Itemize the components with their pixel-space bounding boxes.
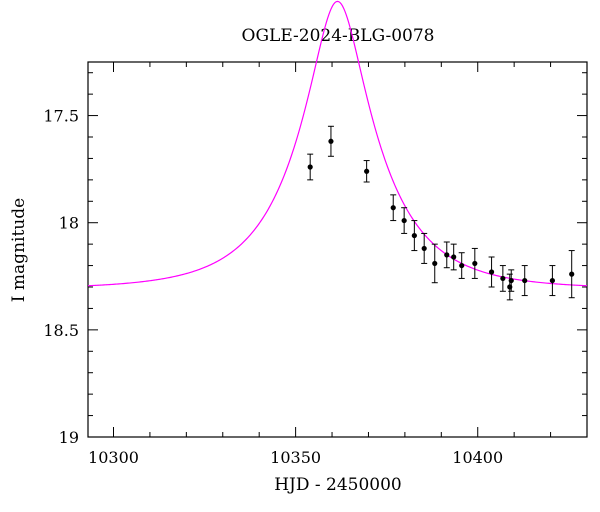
data-point [508,269,515,292]
x-tick-label: 10300 [88,448,139,467]
x-tick-label: 10350 [270,448,321,467]
point-marker [307,164,313,170]
y-tick-label: 18.5 [43,321,79,340]
data-point [421,232,428,264]
plot-area [87,0,588,438]
data-point [458,252,465,279]
data-point [327,125,334,157]
point-marker [328,138,334,144]
point-marker [488,269,495,275]
chart-title: OGLE-2024-BLG-0078 [242,26,435,46]
point-marker [390,205,396,211]
point-marker [508,277,514,284]
data-point [499,265,506,292]
point-marker [432,260,438,267]
point-marker [411,232,417,239]
data-point [411,220,418,252]
point-marker [549,277,555,284]
x-tick-label: 10400 [452,448,503,467]
data-points [307,125,575,301]
y-tick-label: 17.5 [43,107,79,126]
plot-frame [87,61,588,438]
point-marker [459,262,465,269]
point-marker [421,245,427,252]
point-marker [444,252,450,258]
data-point [443,241,450,269]
data-point [450,243,457,271]
data-point [390,194,397,222]
axis-ticks [88,62,588,438]
data-point [363,160,370,183]
point-marker [401,217,407,224]
data-point [431,243,438,284]
tick-labels: 10300 10350 10400 17.5 18 18.5 19 [43,107,503,467]
point-marker [522,277,528,284]
x-axis-label: HJD - 2450000 [274,475,402,495]
data-point [488,256,495,288]
point-marker [569,271,575,277]
data-point [471,247,478,279]
y-tick-label: 18 [59,214,79,233]
data-point [568,250,575,299]
data-point [401,207,408,234]
data-point [307,153,314,181]
point-marker [472,260,478,267]
data-point [549,265,556,297]
point-marker [364,168,370,174]
point-marker [500,275,506,282]
y-tick-label: 19 [59,428,79,447]
y-axis-label: I magnitude [9,198,29,302]
point-marker [451,254,457,260]
data-point [521,265,528,297]
